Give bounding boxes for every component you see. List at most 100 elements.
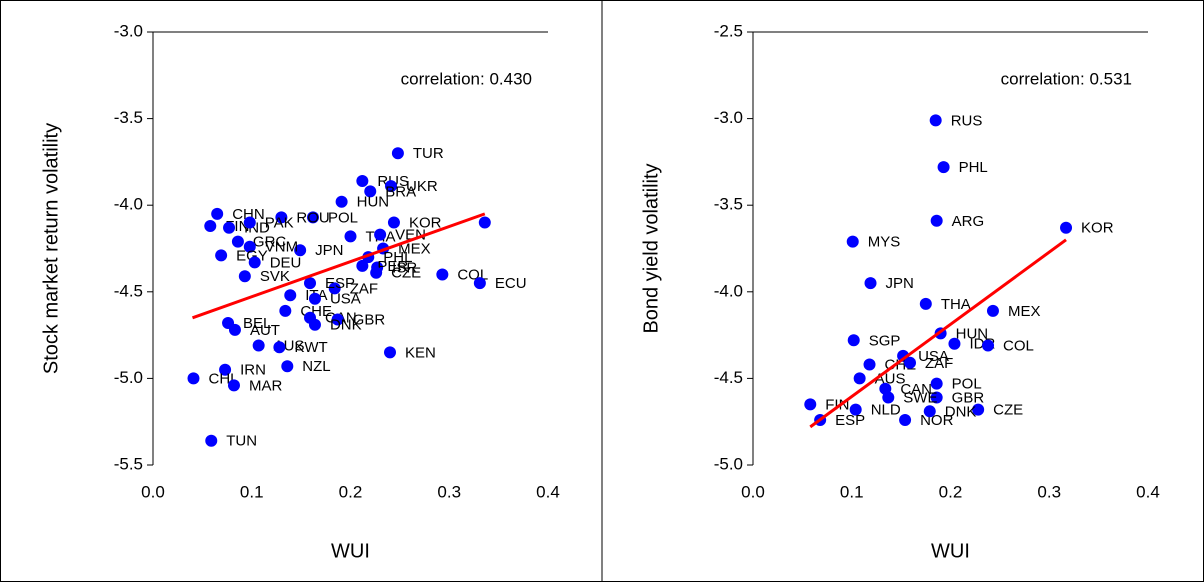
point-label: NLD xyxy=(871,402,901,419)
y-tick-label: -3.5 xyxy=(714,195,743,214)
point-label: ARG xyxy=(952,213,985,230)
point xyxy=(328,282,341,295)
point-label: CHN xyxy=(232,206,265,223)
point xyxy=(306,211,319,224)
point xyxy=(370,266,383,279)
point xyxy=(187,372,200,385)
x-axis-title: WUI xyxy=(331,540,370,562)
point-label: SWE xyxy=(903,389,937,406)
point xyxy=(227,379,240,392)
annotation: correlation: 0.430 xyxy=(401,69,532,88)
point xyxy=(215,249,228,262)
point-label: KOR xyxy=(409,214,442,231)
point xyxy=(356,259,369,272)
point xyxy=(864,277,877,290)
x-tick-label: 0.3 xyxy=(1037,482,1061,501)
point xyxy=(929,114,942,127)
point-label: SGP xyxy=(869,332,901,349)
point-label: TUR xyxy=(413,145,444,162)
point xyxy=(335,195,348,208)
x-tick-label: 0.0 xyxy=(741,482,765,501)
point xyxy=(228,323,241,336)
x-tick-label: 0.1 xyxy=(240,482,264,501)
point-label: USA xyxy=(918,348,949,365)
point xyxy=(243,240,256,253)
point xyxy=(846,235,859,248)
point xyxy=(847,334,860,347)
point-label: DNK xyxy=(330,317,362,334)
point-label: UKR xyxy=(406,178,438,195)
x-tick-label: 0.2 xyxy=(339,482,363,501)
x-tick-label: 0.2 xyxy=(939,482,963,501)
y-tick-label: -4.0 xyxy=(114,195,143,214)
point-label: KOR xyxy=(1081,220,1114,237)
y-tick-label: -5.0 xyxy=(114,368,143,387)
point-label: JPN xyxy=(315,242,343,259)
point-label: POL xyxy=(952,376,982,393)
point xyxy=(223,221,236,234)
x-tick-label: 0.4 xyxy=(1136,482,1160,501)
point xyxy=(219,363,232,376)
x-axis-title: WUI xyxy=(931,540,970,562)
point xyxy=(248,256,261,269)
point xyxy=(387,216,400,229)
point-label: PAK xyxy=(265,214,294,231)
point xyxy=(948,337,961,350)
point xyxy=(275,211,288,224)
point-label: RUS xyxy=(951,112,983,129)
point xyxy=(238,270,251,283)
point xyxy=(436,268,449,281)
point xyxy=(982,339,995,352)
point-label: TUN xyxy=(226,433,257,450)
y-tick-label: -3.5 xyxy=(114,108,143,127)
point xyxy=(899,413,912,426)
point-label: VNM xyxy=(265,239,298,256)
point xyxy=(904,356,917,369)
point-label: MEX xyxy=(398,240,431,257)
point xyxy=(473,277,486,290)
point xyxy=(972,403,985,416)
point-label: JPN xyxy=(886,275,914,292)
point-label: CAN xyxy=(900,381,932,398)
point xyxy=(919,297,932,310)
point-label: CZE xyxy=(391,265,421,282)
point-label: ZAF xyxy=(350,280,378,297)
point xyxy=(279,304,292,317)
point-label: GBR xyxy=(353,311,386,328)
y-tick-label: -4.0 xyxy=(714,281,743,300)
point xyxy=(863,358,876,371)
point xyxy=(205,434,218,447)
point-label: NZL xyxy=(302,358,330,375)
point xyxy=(384,346,396,359)
point-label: DEU xyxy=(270,254,302,271)
point-label: KWT xyxy=(294,339,327,356)
point xyxy=(211,207,224,220)
point-label: COL xyxy=(1003,337,1034,354)
point xyxy=(930,214,943,227)
y-tick-label: -4.5 xyxy=(114,281,143,300)
x-tick-label: 0.0 xyxy=(141,482,165,501)
point-label: MEX xyxy=(1008,303,1041,320)
x-tick-label: 0.3 xyxy=(437,482,461,501)
point xyxy=(304,277,317,290)
point-label: POL xyxy=(328,209,358,226)
y-axis-title: Stock market return volatility xyxy=(40,123,62,374)
point xyxy=(937,161,950,174)
point xyxy=(281,360,294,373)
point xyxy=(849,403,862,416)
point xyxy=(284,289,297,302)
point-label: PHL xyxy=(383,249,412,266)
x-tick-label: 0.4 xyxy=(536,482,560,501)
trend-line xyxy=(191,212,486,320)
y-tick-label: -4.5 xyxy=(714,368,743,387)
point-label: ECU xyxy=(495,275,527,292)
point-label: ROU xyxy=(296,209,329,226)
y-tick-label: -2.5 xyxy=(714,21,743,40)
y-tick-label: -3.0 xyxy=(714,108,743,127)
point-label: KEN xyxy=(405,344,436,361)
point xyxy=(243,216,256,229)
point xyxy=(308,318,321,331)
point-label: PER xyxy=(377,258,408,275)
point-label: FIN xyxy=(825,396,849,413)
